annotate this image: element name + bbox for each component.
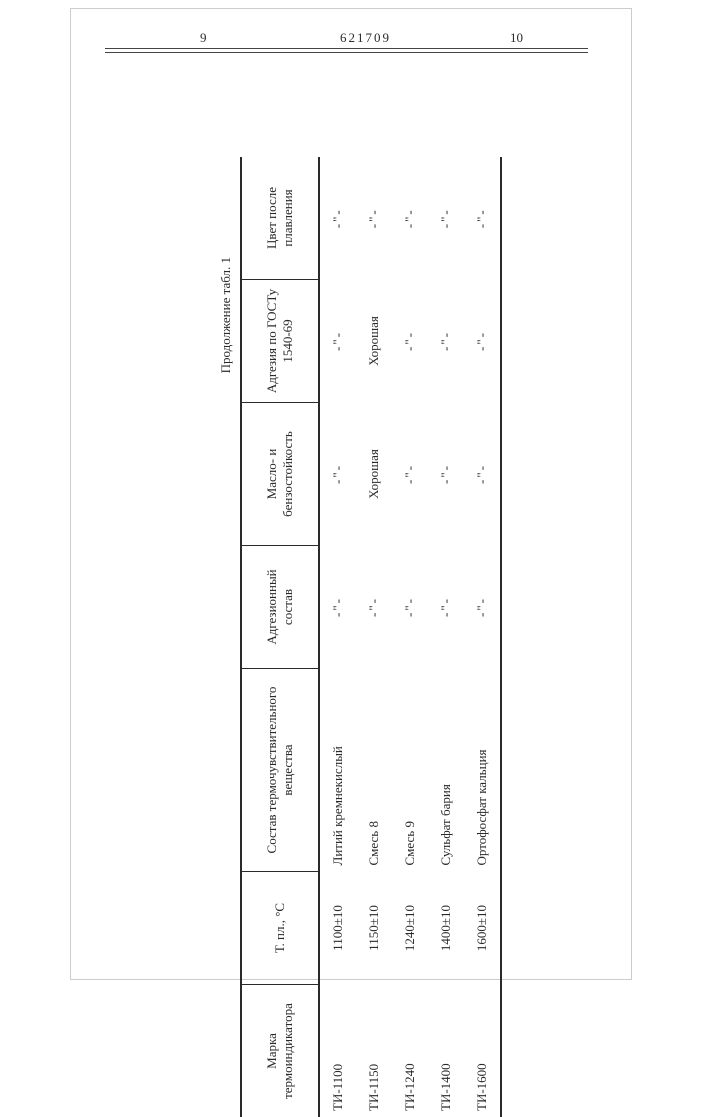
- cell-color: -"-: [392, 157, 428, 280]
- table-row: ТИ-1240 1240±10 Смесь 9 -"- -"- -"- -"-: [392, 157, 428, 1117]
- cell-gost: -"-: [464, 280, 501, 403]
- cell-gost: -"-: [319, 280, 356, 403]
- page-number-right: 10: [510, 30, 523, 46]
- table-row: ТИ-1600 1600±10 Ортофосфат кальция -"- -…: [464, 157, 501, 1117]
- cell-adh: -"-: [356, 546, 392, 669]
- cell-comp: Сульфат бария: [428, 669, 464, 872]
- header-rule-2: [105, 52, 588, 53]
- cell-color: -"-: [319, 157, 356, 280]
- cell-mark: ТИ-1100: [319, 985, 356, 1117]
- cell-oil: -"-: [428, 403, 464, 546]
- col-adh: Адгезионный состав: [241, 546, 319, 669]
- page-number-left: 9: [200, 30, 207, 46]
- col-gost: Адгезия по ГОСТу 1540-69: [241, 280, 319, 403]
- cell-gost: -"-: [428, 280, 464, 403]
- doc-number: 621709: [340, 30, 391, 46]
- cell-gost: Хорошая: [356, 280, 392, 403]
- cell-temp: 1240±10: [392, 872, 428, 985]
- cell-comp: Литий кремнекислый: [319, 669, 356, 872]
- rotated-table-area: Продолжение табл. 1 Марка термоиндикатор…: [218, 247, 502, 1117]
- cell-adh: -"-: [464, 546, 501, 669]
- cell-gost: -"-: [392, 280, 428, 403]
- cell-oil: -"-: [464, 403, 501, 546]
- table-header-row: Марка термоиндикатора Т. пл., °С Состав …: [241, 157, 319, 1117]
- cell-oil: -"-: [392, 403, 428, 546]
- cell-mark: ТИ-1240: [392, 985, 428, 1117]
- cell-temp: 1400±10: [428, 872, 464, 985]
- data-table: Марка термоиндикатора Т. пл., °С Состав …: [240, 157, 502, 1117]
- cell-temp: 1150±10: [356, 872, 392, 985]
- col-color: Цвет после плавления: [241, 157, 319, 280]
- col-oil: Масло- и бензостойкость: [241, 403, 319, 546]
- cell-comp: Смесь 9: [392, 669, 428, 872]
- cell-comp: Смесь 8: [356, 669, 392, 872]
- cell-mark: ТИ-1150: [356, 985, 392, 1117]
- cell-color: -"-: [356, 157, 392, 280]
- cell-adh: -"-: [428, 546, 464, 669]
- cell-mark: ТИ-1400: [428, 985, 464, 1117]
- table-row: ТИ-1100 1100±10 Литий кремнекислый -"- -…: [319, 157, 356, 1117]
- cell-comp: Ортофосфат кальция: [464, 669, 501, 872]
- table-row: ТИ-1150 1150±10 Смесь 8 -"- Хорошая Хоро…: [356, 157, 392, 1117]
- cell-temp: 1600±10: [464, 872, 501, 985]
- cell-oil: Хорошая: [356, 403, 392, 546]
- cell-color: -"-: [428, 157, 464, 280]
- cell-adh: -"-: [319, 546, 356, 669]
- header-rule-1: [105, 48, 588, 49]
- cell-oil: -"-: [319, 403, 356, 546]
- table-caption: Продолжение табл. 1: [218, 247, 234, 1117]
- col-temp: Т. пл., °С: [241, 872, 319, 985]
- cell-adh: -"-: [392, 546, 428, 669]
- cell-color: -"-: [464, 157, 501, 280]
- col-comp: Состав термочувствительного вещества: [241, 669, 319, 872]
- col-mark: Марка термоиндикатора: [241, 985, 319, 1117]
- cell-mark: ТИ-1600: [464, 985, 501, 1117]
- cell-temp: 1100±10: [319, 872, 356, 985]
- table-row: ТИ-1400 1400±10 Сульфат бария -"- -"- -"…: [428, 157, 464, 1117]
